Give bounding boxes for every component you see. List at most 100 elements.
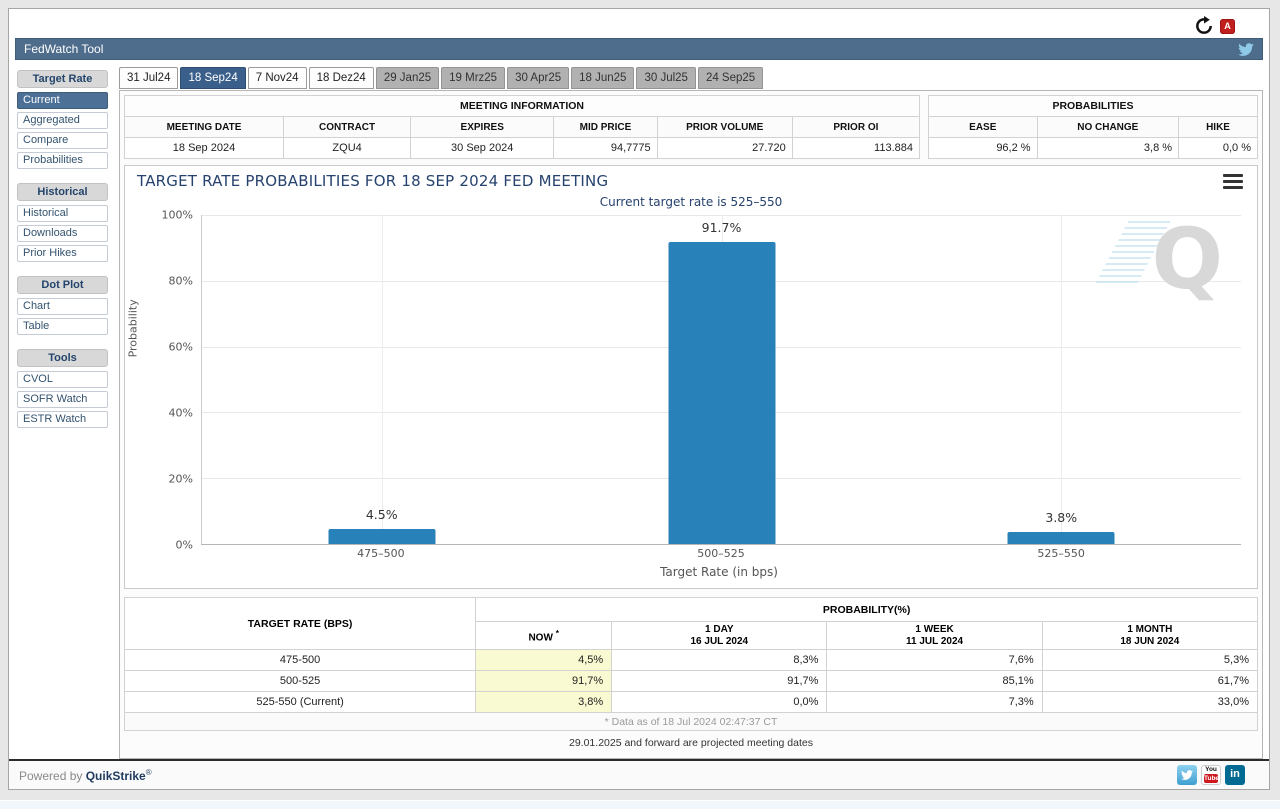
linkedin-icon[interactable]: in (1225, 765, 1245, 785)
tab-18-jun25[interactable]: 18 Jun25 (571, 67, 635, 89)
week-value: 7,3% (826, 691, 1043, 713)
probabilities-summary-row: 96,2 % 3,8 % 0,0 % (928, 137, 1258, 159)
refresh-icon[interactable] (1194, 16, 1214, 36)
probabilities-title: PROBABILITIES (928, 95, 1258, 117)
contract-value: ZQU4 (282, 137, 412, 159)
rate-range: 525-550 (Current) (123, 691, 477, 713)
tab-30-jul25[interactable]: 30 Jul25 (636, 67, 696, 89)
x-tick-500-525: 500–525 (697, 547, 745, 560)
chart-title: TARGET RATE PROBABILITIES FOR 18 SEP 202… (137, 172, 609, 190)
table-row: 525-550 (Current) 3,8% 0,0% 7,3% 33,0% (123, 691, 1259, 713)
gridline (1061, 215, 1063, 544)
y-tick-40: 40% (168, 406, 193, 420)
sidebar-item-chart[interactable]: Chart (17, 298, 108, 315)
col-no-change: NO CHANGE (1036, 116, 1180, 138)
tab-18-sep24[interactable]: 18 Sep24 (180, 67, 246, 89)
tab-18-dez24[interactable]: 18 Dez24 (308, 67, 374, 89)
week-value: 7,6% (826, 649, 1043, 671)
now-value: 91,7% (475, 670, 613, 692)
meeting-date-value: 18 Sep 2024 (124, 137, 284, 159)
chart-menu-icon[interactable] (1223, 174, 1243, 192)
prior-volume-value: 27.720 (656, 137, 793, 159)
probability-chart: TARGET RATE PROBABILITIES FOR 18 SEP 202… (124, 165, 1258, 589)
sidebar-section-historical: Historical (17, 183, 108, 201)
col-expires: EXPIRES (410, 116, 555, 138)
sidebar-item-cvol[interactable]: CVOL (17, 371, 108, 388)
tab-30-apr25[interactable]: 30 Apr25 (507, 67, 570, 89)
page-bottom-strip (0, 800, 1280, 809)
month-value: 5,3% (1041, 649, 1259, 671)
sidebar-section-target-rate: Target Rate (17, 70, 108, 88)
week-value: 85,1% (826, 670, 1043, 692)
meeting-date-tabs: 31 Jul24 18 Sep24 7 Nov24 18 Dez24 29 Ja… (119, 66, 1263, 89)
bar-label-500-525: 91.7% (701, 220, 742, 236)
day-value: 8,3% (611, 649, 828, 671)
twitter-share-icon[interactable] (1238, 42, 1254, 56)
x-tick-525-550: 525–550 (1037, 547, 1085, 560)
tab-19-mrz25[interactable]: 19 Mrz25 (441, 67, 506, 89)
sidebar-item-sofr-watch[interactable]: SOFR Watch (17, 391, 108, 408)
pdf-export-icon[interactable]: A (1220, 18, 1235, 34)
sidebar-item-historical[interactable]: Historical (17, 205, 108, 222)
y-tick-80: 80% (168, 274, 193, 288)
bar-525-550 (1007, 531, 1115, 544)
y-tick-0: 0% (175, 538, 193, 552)
sidebar: Target Rate Current Aggregated Compare P… (15, 66, 110, 759)
col-1-week: 1 WEEK 11 JUL 2024 (826, 621, 1043, 650)
expires-value: 30 Sep 2024 (410, 137, 555, 159)
meeting-info-row: 18 Sep 2024 ZQU4 30 Sep 2024 94,7775 27.… (124, 137, 921, 159)
now-value: 4,5% (475, 649, 613, 671)
sidebar-section-dot-plot: Dot Plot (17, 276, 108, 294)
probability-pct-header: PROBABILITY(%) (475, 597, 1258, 622)
sidebar-item-estr-watch[interactable]: ESTR Watch (17, 411, 108, 428)
sidebar-item-aggregated[interactable]: Aggregated (17, 112, 108, 129)
meeting-info-title: MEETING INFORMATION (124, 95, 920, 117)
data-as-of-footnote: * Data as of 18 Jul 2024 02:47:37 CT (124, 712, 1258, 731)
gridline (381, 215, 383, 544)
tab-29-jan25[interactable]: 29 Jan25 (375, 67, 440, 89)
quikstrike-link[interactable]: QuikStrike (85, 768, 146, 783)
youtube-icon[interactable]: You Tube (1201, 765, 1221, 785)
app-header: FedWatch Tool (15, 38, 1263, 60)
col-1-day: 1 DAY 16 JUL 2024 (611, 621, 828, 650)
sidebar-item-downloads[interactable]: Downloads (17, 225, 108, 242)
target-rate-bps-header: TARGET RATE (BPS) (123, 597, 477, 650)
projected-dates-note: 29.01.2025 and forward are projected mee… (569, 737, 813, 749)
x-axis-title: Target Rate (in bps) (660, 565, 778, 579)
twitter-icon[interactable] (1177, 765, 1197, 785)
probability-history-table: TARGET RATE (BPS) PROBABILITY(%) NOW * 1… (123, 597, 1259, 731)
table-row: 500-525 91,7% 91,7% 85,1% 61,7% (123, 670, 1259, 692)
tab-31-jul24[interactable]: 31 Jul24 (119, 67, 179, 89)
probabilities-summary-table: PROBABILITIES EASE NO CHANGE HIKE 96,2 %… (928, 95, 1258, 159)
y-tick-100: 100% (161, 208, 193, 222)
month-value: 61,7% (1041, 670, 1259, 692)
powered-by-text: Powered by QuikStrike® (19, 767, 152, 783)
col-contract: CONTRACT (282, 116, 412, 138)
col-ease: EASE (928, 116, 1038, 138)
y-tick-60: 60% (168, 340, 193, 354)
col-prior-oi: PRIOR OI (791, 116, 921, 138)
sidebar-section-tools: Tools (17, 349, 108, 367)
no-change-value: 3,8 % (1036, 137, 1180, 159)
prior-oi-value: 113.884 (791, 137, 921, 159)
bar-500-525 (668, 242, 775, 544)
plot-area: Q 4.5% 91.7% 3.8% (201, 215, 1241, 545)
sidebar-item-probabilities[interactable]: Probabilities (17, 152, 108, 169)
bar-label-525-550: 3.8% (1045, 509, 1078, 525)
tab-7-nov24[interactable]: 7 Nov24 (247, 67, 307, 89)
y-tick-20: 20% (168, 472, 193, 486)
col-now: NOW * (475, 621, 613, 650)
sidebar-item-prior-hikes[interactable]: Prior Hikes (17, 245, 108, 262)
app-title: FedWatch Tool (24, 42, 104, 56)
sidebar-item-table[interactable]: Table (17, 318, 108, 335)
sidebar-item-compare[interactable]: Compare (17, 132, 108, 149)
bar-475-500 (328, 529, 436, 544)
col-prior-volume: PRIOR VOLUME (656, 116, 793, 138)
sidebar-item-current[interactable]: Current (17, 92, 108, 109)
month-value: 33,0% (1041, 691, 1259, 713)
top-strip: A (15, 11, 1263, 38)
tab-24-sep25[interactable]: 24 Sep25 (697, 67, 764, 89)
quikstrike-watermark: Q (1151, 210, 1223, 308)
col-meeting-date: MEETING DATE (124, 116, 284, 138)
col-mid-price: MID PRICE (553, 116, 658, 138)
